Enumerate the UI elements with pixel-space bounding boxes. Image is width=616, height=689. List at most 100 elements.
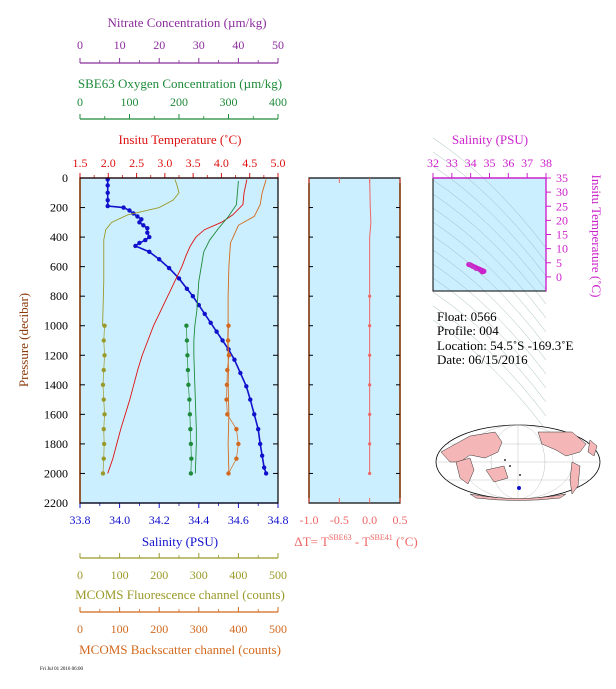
delta-t-tick-label: 0.0 [362, 513, 377, 527]
backscatter-discrete-point [224, 397, 229, 402]
tick-label: 0 [77, 95, 83, 109]
ts-series-group [466, 261, 487, 275]
main-axes: 1.5 2.0 2.5 3.0 3.5 4.0 4.5 5.0 33.8 34.0 34.2 34.4… [44, 156, 289, 527]
salinity-point [157, 257, 162, 262]
salinity-point [184, 286, 190, 291]
salinity-point [202, 311, 207, 317]
salinity-point [232, 357, 237, 362]
density-contour [432, 165, 547, 277]
tick-label: 0 [77, 38, 83, 52]
info-location: Location: 54.5˚S -169.3˚E [437, 338, 574, 353]
tick-label: 400 [229, 622, 247, 636]
tick-label: 33.8 [70, 513, 91, 527]
backscatter-discrete-point [226, 323, 231, 328]
backscatter-discrete-point [224, 382, 230, 388]
oxygen-discrete-point [187, 412, 193, 417]
fluorescence-discrete-point [102, 353, 107, 358]
pressure-tick-label: 800 [50, 289, 68, 303]
ts-temperature-tick-label: 25 [556, 199, 568, 213]
salinity-point [147, 234, 152, 240]
main-panel-bg [80, 178, 278, 503]
delta-t-line [369, 179, 372, 474]
fluorescence-line [102, 179, 180, 326]
float-location-marker [517, 486, 521, 490]
oxygen-discrete-point [189, 456, 194, 461]
salinity-point [121, 205, 126, 210]
pressure-tick-label: 200 [50, 201, 68, 215]
salinity-point [208, 320, 213, 325]
salinity-point [220, 338, 225, 343]
pressure-tick-label: 1800 [44, 437, 68, 451]
tick-label: 34.4 [188, 513, 209, 527]
delta-t-series-group [368, 179, 372, 476]
density-contour [432, 193, 547, 305]
salinity-point [263, 471, 269, 476]
tick-label: 100 [111, 568, 129, 582]
fluorescence-discrete-point [100, 382, 106, 388]
density-contour [432, 207, 547, 319]
tick-label: 50 [272, 38, 284, 52]
tick-label: 500 [269, 622, 287, 636]
delta-t-tick-label: -0.5 [330, 513, 349, 527]
backscatter-discrete-point [236, 441, 241, 447]
pressure-tick-label: 2200 [44, 496, 68, 510]
tick-label: 1.5 [73, 156, 88, 170]
backscatter-discrete-point [234, 456, 239, 461]
pressure-tick-label: 1400 [44, 378, 68, 392]
oxygen-axis: 0 100 200 300 400 [77, 95, 287, 120]
ts-salinity-tick-label: 33 [446, 156, 458, 170]
ts-salinity-tick-label: 32 [427, 156, 439, 170]
oxygen-discrete-point [188, 441, 194, 447]
density-contour [432, 319, 547, 431]
delta-t-point [368, 471, 372, 476]
density-contour [432, 249, 547, 361]
delta-t-tick-label: 0.5 [393, 513, 408, 527]
salinity-point [238, 370, 243, 376]
tick-label: 10 [114, 38, 126, 52]
main-series-group [100, 177, 269, 476]
tick-label: 400 [269, 95, 287, 109]
density-contour [432, 305, 547, 417]
salinity-point [133, 243, 138, 249]
temperature-axis-label: Insitu Temperature (˚C) [118, 132, 241, 147]
ts-temperature-axis-label: Insitu Temperature (˚C) [589, 174, 604, 297]
density-contour [432, 179, 547, 291]
ts-salinity-tick-label: 38 [540, 156, 552, 170]
delta-t-panel-bg [309, 178, 400, 503]
salinity-axis-label: Salinity (PSU) [142, 534, 218, 549]
fluorescence-discrete-point [101, 367, 106, 373]
info-profile: Profile: 004 [437, 323, 499, 338]
ts-salinity-tick-label: 37 [521, 156, 533, 170]
tick-label: 34.2 [149, 513, 170, 527]
tick-label: 40 [232, 38, 244, 52]
backscatter-axis: 0 100 200 300 400 500 [77, 607, 287, 636]
pressure-tick-label: 2000 [44, 466, 68, 480]
fluorescence-discrete-point [101, 441, 107, 447]
nitrate-axis-label: Nitrate Concentration (µm/kg) [107, 15, 266, 30]
tick-label: 300 [220, 95, 238, 109]
salinity-point [105, 190, 110, 195]
density-contour [432, 291, 547, 403]
islands [504, 459, 521, 476]
delta-t-point [368, 294, 372, 298]
backscatter-discrete-point [225, 367, 230, 373]
pressure-tick-label: 400 [50, 230, 68, 244]
ts-temperature-tick-label: 30 [556, 185, 568, 199]
delta-t-axis-label: ΔT= TSBE63 - TSBE41 (˚C) [294, 533, 417, 549]
backscatter-axis-label: MCOMS Backscatter channel (counts) [79, 642, 281, 657]
tick-label: 0 [77, 568, 83, 582]
density-contour [432, 137, 547, 249]
salinity-point [147, 249, 152, 255]
delta-t-axes: -1.0 -0.5 0.0 0.5 [300, 177, 408, 527]
ts-salinity-tick-label: 36 [502, 156, 514, 170]
nitrate-axis: 0 10 20 30 40 50 [77, 38, 284, 64]
tick-label: 200 [150, 568, 168, 582]
fluorescence-discrete-point [101, 397, 106, 402]
density-contour [432, 263, 547, 375]
backscatter-line [227, 179, 267, 474]
salinity-point [137, 220, 142, 225]
delta-t-tick-label: -1.0 [300, 513, 319, 527]
tick-label: 2.5 [129, 156, 144, 170]
